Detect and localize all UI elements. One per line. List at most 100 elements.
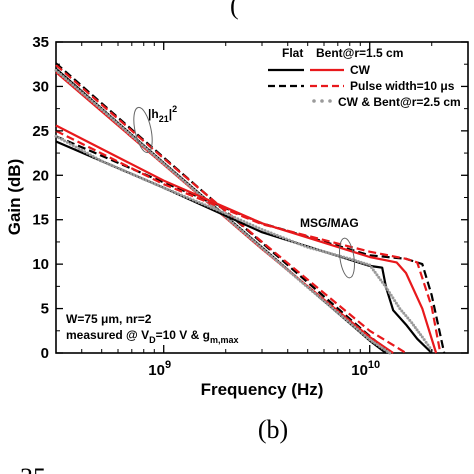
data-point	[242, 219, 246, 223]
data-point	[92, 101, 96, 105]
data-point	[209, 205, 213, 209]
data-point	[191, 198, 195, 202]
y-tick-label: 15	[32, 212, 49, 229]
data-point	[424, 340, 428, 344]
data-point	[157, 158, 161, 162]
data-point	[248, 222, 252, 226]
data-point	[76, 87, 80, 91]
data-point	[181, 178, 185, 182]
data-point	[168, 188, 172, 192]
legend-header-right: Bent@r=1.5 cm	[316, 46, 403, 60]
data-point	[185, 196, 189, 200]
data-point	[152, 153, 156, 157]
data-point	[278, 235, 282, 239]
data-point	[143, 145, 147, 149]
data-point	[100, 108, 104, 112]
plot-area: 0 5 10 15 20 25 30 35 109 1010	[32, 34, 469, 379]
legend-swatch-bent25	[312, 99, 332, 103]
series-bent-r-1-5-cm-cw-msg-mag	[55, 124, 438, 354]
data-point	[135, 174, 139, 178]
data-point	[147, 179, 151, 183]
data-point	[80, 148, 84, 152]
data-point	[331, 306, 335, 310]
device-annotation: W=75 μm, nr=2	[66, 312, 152, 326]
data-point	[132, 173, 136, 177]
data-point	[91, 154, 95, 158]
data-point	[107, 114, 111, 118]
data-point	[375, 343, 379, 347]
data-point	[94, 156, 98, 160]
data-point	[102, 110, 106, 114]
legend-header-left: Flat	[282, 46, 303, 60]
data-point	[422, 338, 426, 342]
data-point	[294, 275, 298, 279]
data-point	[262, 248, 266, 252]
data-point	[59, 73, 63, 77]
data-point	[150, 181, 154, 185]
data-point	[324, 250, 328, 254]
data-point	[114, 120, 118, 124]
data-point	[162, 162, 166, 166]
data-point	[419, 333, 423, 337]
msg-label: MSG/MAG	[300, 216, 359, 230]
data-point	[306, 285, 310, 289]
data-point	[176, 192, 180, 196]
data-point	[227, 213, 231, 217]
data-point	[362, 261, 366, 265]
data-point	[286, 269, 290, 273]
msg-annotation: MSG/MAG	[300, 216, 359, 279]
data-point	[155, 155, 159, 159]
data-point	[133, 137, 137, 141]
data-point	[197, 200, 201, 204]
data-point	[398, 307, 402, 311]
data-point	[68, 142, 72, 146]
data-point	[328, 304, 332, 308]
data-point	[169, 168, 173, 172]
data-point	[301, 281, 305, 285]
data-point	[318, 296, 322, 300]
series-flat-pulse-width-10-s-msg-mag	[55, 135, 446, 354]
data-point	[345, 319, 349, 323]
data-point	[272, 256, 276, 260]
data-point	[106, 162, 110, 166]
y-tick-label: 25	[32, 123, 49, 140]
data-point	[253, 240, 257, 244]
y-tick-label: 10	[32, 256, 49, 273]
data-point	[224, 211, 228, 215]
data-point	[296, 277, 300, 281]
data-point	[428, 346, 432, 350]
data-point	[68, 81, 72, 85]
data-point	[291, 273, 295, 277]
data-point	[370, 339, 374, 343]
data-point	[112, 118, 116, 122]
data-point	[236, 217, 240, 221]
data-point	[109, 116, 113, 120]
data-point	[260, 246, 264, 250]
data-point	[267, 252, 271, 256]
data-point	[284, 237, 288, 241]
data-point	[275, 233, 279, 237]
y-tick-label: 5	[41, 301, 49, 318]
data-point	[338, 313, 342, 317]
data-point	[321, 249, 325, 253]
data-point	[272, 232, 276, 236]
data-point	[245, 234, 249, 238]
data-point	[368, 338, 372, 342]
data-point	[97, 105, 101, 109]
data-point	[56, 70, 60, 74]
data-point	[371, 268, 375, 272]
data-point	[312, 247, 316, 251]
x-axis: 109 1010	[55, 42, 469, 379]
data-point	[195, 190, 199, 194]
legend-label-cw: CW	[350, 63, 371, 77]
data-point	[88, 153, 92, 157]
data-point	[270, 254, 274, 258]
data-point	[311, 289, 315, 293]
data-point	[393, 299, 397, 303]
data-point	[218, 209, 222, 213]
data-point	[215, 208, 219, 212]
data-point	[250, 238, 254, 242]
data-point	[370, 265, 374, 269]
data-point	[179, 193, 183, 197]
data-point	[57, 136, 61, 140]
